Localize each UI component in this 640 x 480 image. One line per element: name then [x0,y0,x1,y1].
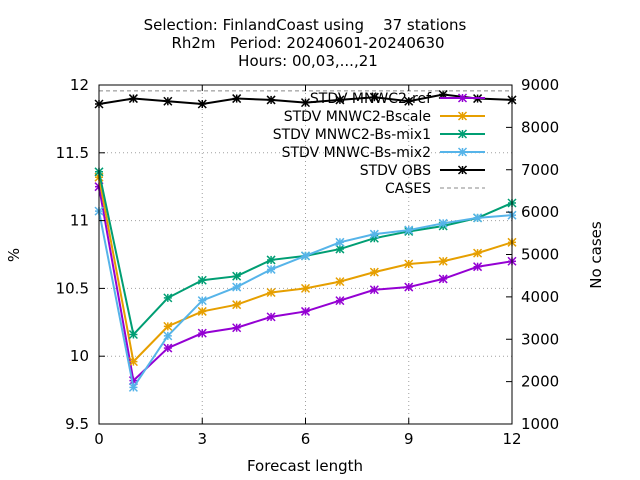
legend: STDV MNWC2-ref STDV MNWC2-Bscale STDV MNWC… [273,91,485,197]
y2-tick-label: 7000 [521,161,559,179]
x-tick-label: 12 [502,430,521,448]
y2-tick-label: 4000 [521,288,559,306]
data-point [128,382,138,392]
legend-label: STDV MNWC-Bs-mix2 [282,145,431,161]
y-tick-label: 10.5 [56,279,89,297]
y-tick-label: 10 [70,347,89,365]
legend-marker [457,111,468,121]
legend-marker [457,93,468,103]
data-point [300,98,311,108]
data-point [369,229,379,239]
data-point [335,237,345,247]
data-point [438,274,448,284]
legend-label: STDV MNWC2-Bscale [284,109,431,125]
data-point [404,282,414,292]
data-point [300,251,311,261]
legend-marker [457,129,468,139]
legend-label: CASES [385,181,431,197]
y2-tick-label: 9000 [521,76,559,94]
data-point [163,96,173,106]
legend-label: STDV OBS [360,163,431,179]
data-point [266,255,276,265]
data-point [300,306,311,316]
title-line-2: Rh2m Period: 20240601-20240630 [171,34,444,52]
data-point [335,296,345,306]
data-point [438,256,448,266]
data-point [266,95,276,105]
data-point [266,264,276,274]
data-point [266,312,276,322]
data-point [232,300,242,310]
data-point [163,293,173,303]
legend-label: STDV MNWC2-ref [310,91,432,107]
x-axis-label: Forecast length [247,457,363,475]
legend-entry: CASES [385,181,485,197]
data-point [335,277,345,287]
y2-axis-label: No cases [587,221,605,289]
legend-entry: STDV MNWC-Bs-mix2 [282,145,485,161]
data-point [128,357,138,367]
data-point [197,306,207,316]
data-point [197,328,207,338]
data-point [163,331,173,341]
series-layer [94,89,517,392]
y-axis-label: % [5,248,23,262]
y2-tick-label: 1000 [521,415,559,433]
y2-tick-label: 2000 [521,373,559,391]
y2-tick-label: 6000 [521,203,559,221]
axis-ticks: 0 3 6 9 129.51010.51111.51210002000300040005… [56,76,560,448]
data-point [335,244,345,254]
x-tick-label: 3 [197,430,207,448]
data-point [473,213,483,223]
data-point [232,271,242,281]
data-point [369,267,379,277]
data-point [266,287,276,297]
data-point [404,96,414,106]
data-point [369,285,379,295]
data-point [197,296,207,306]
title-line-1: Selection: FinlandCoast using 37 station… [144,16,467,34]
title-line-3: Hours: 00,03,...,21 [238,52,378,70]
chart-title: Selection: FinlandCoast using 37 station… [144,16,467,70]
legend-entry: STDV MNWC2-ref [310,91,485,107]
data-point [473,262,483,272]
data-point [128,94,138,104]
data-point [404,225,414,235]
data-point [335,95,345,105]
legend-entry: STDV MNWC2-Bscale [284,109,485,125]
data-point [300,283,311,293]
data-point [163,321,173,331]
x-tick-label: 9 [404,430,414,448]
x-tick-label: 6 [301,430,311,448]
data-point [232,323,242,333]
data-point [197,275,207,285]
y2-tick-label: 8000 [521,118,559,136]
y-tick-label: 9.5 [65,415,89,433]
data-point [197,99,207,109]
y-tick-label: 11 [70,212,89,230]
legend-label: STDV MNWC2-Bs-mix1 [273,127,431,143]
data-point [128,329,138,340]
series-stdv-mnwc2-ref [94,182,517,386]
data-point [473,248,483,258]
legend-entry: STDV OBS [360,163,485,179]
x-tick-label: 0 [94,430,104,448]
legend-entry: STDV MNWC2-Bs-mix1 [273,127,485,143]
data-point [232,282,242,292]
data-point [404,259,414,269]
data-point [369,92,379,102]
series-stdv-mnwc-bs-mix2 [94,206,517,392]
y2-tick-label: 5000 [521,246,559,264]
data-point [232,94,242,104]
data-point [163,343,173,353]
legend-marker [457,147,468,157]
y-tick-label: 12 [70,76,89,94]
y2-tick-label: 3000 [521,330,559,348]
y-tick-label: 11.5 [56,144,89,162]
legend-marker [457,165,468,175]
series-line [98,186,513,383]
data-point [438,218,448,228]
